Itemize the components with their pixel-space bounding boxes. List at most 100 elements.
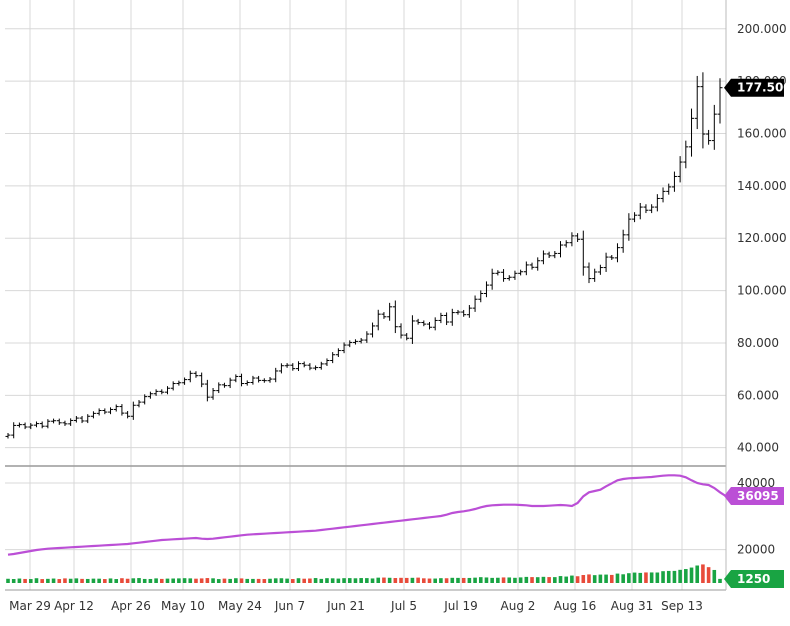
price-tick-label: 140.000 — [737, 179, 787, 193]
price-bar — [90, 411, 96, 419]
price-bar — [313, 365, 319, 371]
x-tick-label: Jun 7 — [274, 599, 305, 613]
volume-bar — [501, 577, 506, 583]
price-tick-label: 160.000 — [737, 127, 787, 141]
price-bar — [227, 377, 233, 389]
price-bar — [620, 229, 626, 253]
volume-bar — [57, 579, 62, 583]
price-bar — [33, 421, 39, 428]
price-tick-label: 100.000 — [737, 284, 787, 298]
volume-bar — [689, 567, 694, 583]
volume-bar — [46, 578, 50, 583]
price-bar — [694, 75, 700, 130]
volume-bar — [239, 578, 244, 583]
volume-bar — [399, 577, 403, 583]
volume-bar — [609, 574, 614, 583]
volume-tick-label: 40000 — [737, 476, 775, 490]
price-bar — [113, 404, 119, 412]
volume-bar — [627, 573, 631, 583]
price-bar — [614, 243, 620, 263]
price-bar — [478, 290, 484, 303]
volume-tick-label: 20000 — [737, 543, 775, 557]
volume-bar — [592, 575, 597, 583]
price-bar — [438, 312, 444, 324]
price-bar — [643, 204, 649, 214]
price-bar — [16, 422, 22, 428]
price-bar — [5, 433, 11, 439]
price-bar — [689, 108, 695, 157]
volume-bar — [28, 579, 33, 583]
price-bar — [352, 339, 358, 345]
volume-bar — [108, 578, 113, 583]
volume-bar — [535, 577, 540, 583]
price-bar — [546, 251, 552, 259]
price-bar — [335, 348, 341, 357]
volume-bar — [188, 578, 193, 583]
volume-bar — [325, 578, 329, 583]
volume-bar — [291, 579, 295, 583]
volume-bar — [444, 578, 449, 583]
price-bar — [677, 156, 683, 183]
price-bar — [472, 295, 478, 312]
price-bar — [108, 407, 114, 415]
volume-bar — [382, 577, 386, 583]
volume-bar — [575, 576, 580, 583]
volume-bar — [473, 577, 477, 583]
last-price-badge: 177.500 — [724, 78, 790, 97]
volume-bar — [171, 578, 175, 583]
price-bar — [444, 312, 450, 326]
price-bar — [204, 379, 210, 402]
volume-bar — [404, 577, 409, 583]
price-tick-label: 40.000 — [737, 441, 779, 455]
price-bar — [666, 183, 672, 195]
volume-bar — [182, 578, 187, 583]
volume-bar — [11, 579, 16, 583]
price-bar — [295, 361, 301, 371]
volume-bar — [165, 578, 170, 583]
volume-bar — [222, 578, 227, 583]
volume-bar — [199, 578, 204, 583]
volume-bar — [177, 578, 181, 583]
volume-bar — [154, 578, 158, 583]
volume-bar — [581, 575, 586, 583]
price-bar — [706, 129, 712, 145]
volume-bar — [621, 574, 625, 583]
price-bars — [5, 72, 723, 439]
volume-bar — [387, 577, 392, 583]
volume-average-badge-text: 36095 — [737, 489, 779, 503]
price-bar — [586, 262, 592, 284]
volume-bar — [103, 579, 107, 583]
volume-bar — [712, 569, 717, 583]
volume-bar — [74, 578, 79, 583]
price-tick-label: 200.000 — [737, 22, 787, 36]
price-bar — [164, 386, 170, 395]
volume-bar — [308, 578, 312, 583]
volume-bar — [513, 577, 517, 583]
price-bar — [558, 241, 564, 258]
price-bar — [73, 415, 79, 423]
price-bar — [233, 374, 239, 383]
price-bar — [284, 363, 290, 368]
price-bar — [455, 309, 461, 315]
volume-bar — [347, 578, 352, 583]
price-bar — [518, 269, 524, 276]
last-price-badge-text: 177.500 — [737, 81, 790, 95]
volume-bar — [296, 578, 301, 583]
volume-bar — [148, 578, 153, 583]
x-tick-label: Apr 26 — [111, 599, 151, 613]
price-bar — [580, 230, 586, 276]
price-bar — [153, 389, 159, 396]
x-tick-label: Aug 31 — [611, 599, 654, 613]
price-bar — [102, 408, 108, 415]
price-bar — [603, 252, 609, 272]
volume-average-badge-shape — [724, 487, 784, 506]
volume-bar — [467, 577, 472, 583]
volume-bar — [427, 578, 432, 583]
volume-bar — [678, 569, 682, 583]
price-bar — [552, 251, 558, 259]
price-bar — [592, 268, 598, 282]
price-bar — [119, 404, 125, 416]
price-bar — [267, 376, 273, 383]
volume-bar — [570, 575, 574, 583]
